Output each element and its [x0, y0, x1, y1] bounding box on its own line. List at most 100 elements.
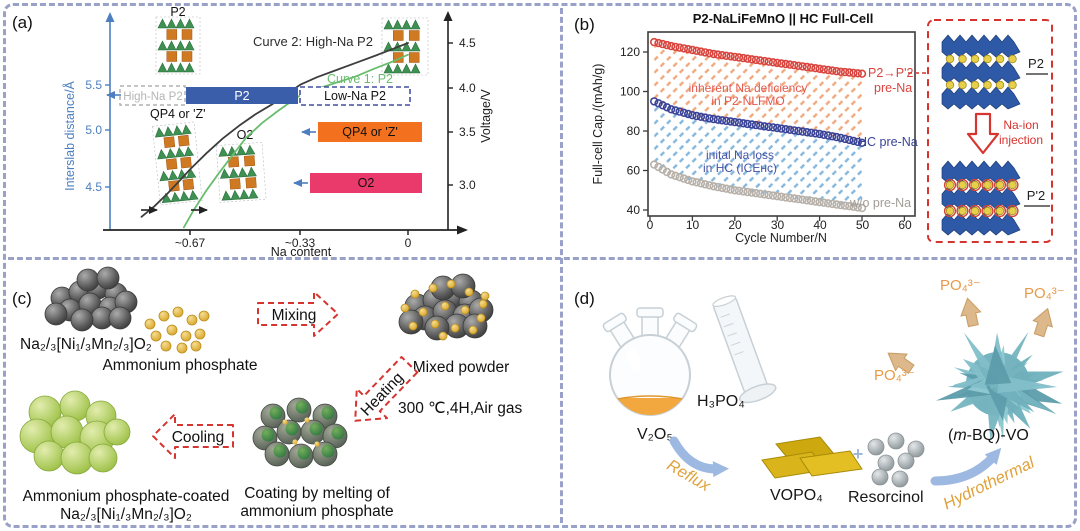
- na-ion: [958, 180, 967, 190]
- a-right-axis: 4.5 4.0 3.5 3.0 Voltage/V: [443, 11, 493, 230]
- sphere: [160, 340, 172, 352]
- hydrothermal-arrow-icon: [930, 447, 1002, 486]
- sphere: [440, 301, 450, 311]
- data-point: [756, 121, 765, 130]
- phase-band-p2: P2: [186, 87, 298, 104]
- final-product-illustration: [19, 390, 131, 475]
- o2-structure: [215, 142, 267, 203]
- oxide-layer: [383, 19, 421, 30]
- na-ion: [945, 80, 955, 90]
- panel-b-label: (b): [574, 15, 595, 34]
- data-point: [688, 110, 697, 120]
- a-xtick-0: 0: [405, 236, 412, 250]
- na-ion: [995, 180, 1005, 190]
- transition-metal-block: [181, 29, 193, 40]
- sphere: [103, 418, 131, 446]
- sphere: [44, 302, 68, 326]
- a-tick-5-0: 5.0: [85, 123, 102, 137]
- phase-voltage-curves: [140, 42, 409, 229]
- sphere: [180, 330, 192, 342]
- data-point: [828, 132, 837, 141]
- data-point: [654, 38, 663, 48]
- nanoflower-petal: [997, 375, 1058, 393]
- vopo4-label: VOPO₄: [770, 487, 823, 504]
- product-label: (m-BQ)-VO: [948, 427, 1029, 444]
- data-point: [823, 65, 833, 75]
- data-point: [845, 68, 854, 77]
- na-ion: [945, 180, 955, 190]
- na-ion: [1008, 54, 1017, 64]
- data-point: [802, 196, 812, 205]
- data-point: [717, 183, 727, 193]
- data-point: [751, 120, 761, 130]
- data-point: [705, 181, 714, 190]
- data-point: [811, 63, 820, 73]
- data-point: [658, 39, 667, 49]
- mixing-arrow: Mixing: [257, 291, 339, 337]
- data-point: [679, 108, 689, 118]
- data-point: [696, 179, 706, 188]
- data-point: [857, 69, 867, 78]
- series-label-hc-pre-na: HC pre-Na: [858, 135, 918, 149]
- data-point: [649, 160, 659, 169]
- a-rtick-3-5: 3.5: [459, 125, 476, 139]
- series-label-wo-pre-na: w/o pre-Na: [849, 196, 911, 210]
- oxide-layer: [221, 188, 259, 201]
- data-point: [777, 59, 786, 68]
- transition-metal-block: [166, 29, 178, 40]
- sphere: [891, 470, 909, 488]
- transition-metal-block: [182, 178, 195, 191]
- data-point: [785, 125, 795, 135]
- data-point: [751, 189, 761, 198]
- b-y-axis-title: Full-cell Cap./(mAh/g): [591, 64, 605, 185]
- coated-powder-illustration: [252, 397, 348, 469]
- data-point: [709, 49, 718, 59]
- data-point: [760, 122, 769, 131]
- data-point: [777, 192, 786, 202]
- oxide-layer: [218, 144, 256, 157]
- transition-metal-block: [165, 158, 178, 170]
- data-point: [819, 130, 828, 140]
- high-na-p2-box-label: High-Na P2: [123, 91, 182, 103]
- transition-metal-block: [408, 30, 420, 41]
- data-point: [662, 103, 672, 112]
- nanoflower-petal: [984, 345, 1012, 385]
- data-point: [675, 107, 684, 116]
- data-point: [806, 63, 816, 72]
- na-ion-ring: [993, 204, 1007, 218]
- data-point: [666, 41, 676, 51]
- data-point: [709, 114, 718, 124]
- data-point: [832, 200, 841, 209]
- product-caption-line1: Ammonium phosphate-coated: [23, 488, 230, 505]
- b-xtick-50: 50: [856, 218, 870, 232]
- transition-metal-block: [392, 30, 404, 41]
- data-point: [802, 62, 812, 72]
- sphere: [172, 306, 184, 318]
- data-point: [705, 114, 714, 123]
- data-point: [666, 105, 676, 114]
- sphere: [186, 314, 198, 326]
- sphere: [76, 268, 100, 292]
- a-xtick-067: ~0.67: [175, 236, 206, 250]
- data-point: [768, 123, 778, 132]
- data-point: [794, 61, 803, 70]
- na-ion-ring: [1006, 204, 1019, 218]
- na-ion: [983, 54, 992, 64]
- na-injection-label-line2: injection: [999, 133, 1043, 147]
- curve2-label: Curve 2: High-Na P2: [253, 34, 373, 49]
- sphere: [438, 331, 448, 341]
- data-point: [798, 195, 807, 204]
- heating-arrow-icon: [354, 356, 419, 422]
- oxide-layer: [220, 166, 257, 179]
- data-point: [649, 97, 659, 106]
- data-point: [811, 129, 820, 138]
- data-point: [666, 170, 676, 179]
- transition-metal-block: [229, 178, 241, 190]
- na-ion: [958, 206, 967, 216]
- b-xtick-30: 30: [771, 218, 785, 232]
- data-point: [705, 48, 714, 58]
- na-ion: [945, 206, 955, 216]
- a-xtick-033: ~0.33: [285, 236, 316, 250]
- mixing-label: Mixing: [272, 307, 317, 324]
- na-ion-ring: [993, 178, 1007, 192]
